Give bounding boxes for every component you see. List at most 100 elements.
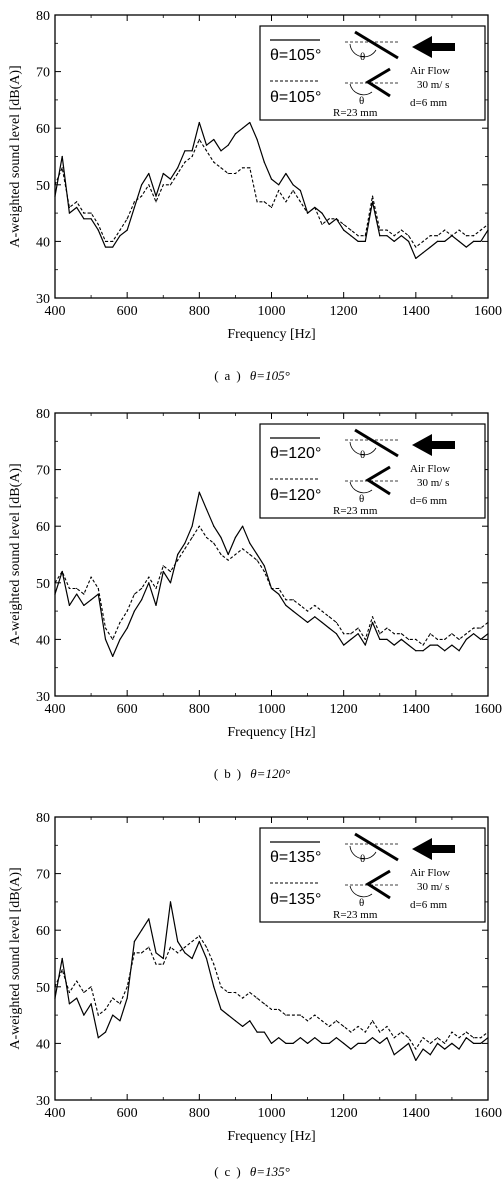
data-point-solid (415, 257, 417, 259)
data-point-solid (112, 246, 114, 248)
bent-plate-icon (365, 465, 391, 496)
data-point-solid (155, 195, 157, 197)
data-point-solid (54, 593, 56, 595)
data-point-dashed (306, 212, 309, 214)
data-point-dashed (227, 172, 229, 175)
data-point-solid (364, 240, 366, 242)
data-point-solid (451, 1042, 453, 1044)
data-point-solid (444, 240, 446, 242)
data-point-solid (148, 172, 150, 175)
data-point-solid (465, 246, 467, 248)
data-point-dashed (90, 576, 92, 578)
data-point-dashed (415, 638, 417, 640)
data-point-dashed (444, 1042, 446, 1044)
data-point-dashed (306, 1020, 309, 1022)
y-tick-label: 50 (36, 179, 50, 194)
air-flow-label: Air Flow (410, 65, 450, 77)
data-point-dashed (234, 991, 237, 994)
data-point-dashed (364, 1031, 366, 1033)
data-point-solid (234, 1020, 237, 1022)
data-point-solid (379, 1042, 381, 1044)
data-point-solid (213, 138, 215, 141)
x-tick-label: 600 (117, 1106, 138, 1121)
air-flow-label: Air Flow (410, 867, 450, 879)
data-point-dashed (357, 1025, 359, 1028)
series-line-dashed (54, 138, 489, 248)
air-speed-label: 30 m/ s (417, 881, 449, 893)
data-point-solid (68, 604, 71, 607)
data-point-solid (393, 644, 395, 646)
data-point-solid (379, 235, 381, 237)
data-point-dashed (451, 633, 453, 635)
data-point-solid (357, 240, 359, 242)
data-point-solid (436, 644, 439, 646)
data-point-dashed (487, 621, 489, 624)
theta-symbol: θ (360, 853, 365, 865)
data-point-dashed (242, 167, 244, 169)
x-tick-label: 400 (45, 702, 66, 717)
data-point-dashed (169, 946, 172, 948)
data-point-solid (242, 127, 244, 129)
data-point-dashed (429, 235, 431, 237)
series-line-solid (54, 121, 489, 259)
data-point-dashed (379, 633, 381, 635)
data-point-solid (97, 593, 99, 595)
caption-c-label: (c) (214, 1164, 247, 1179)
data-point-solid (177, 940, 179, 943)
data-point-dashed (458, 229, 460, 231)
data-point-dashed (126, 986, 128, 988)
y-tick-label: 40 (36, 235, 50, 250)
angle-arc-2 (349, 885, 373, 898)
data-point-dashed (393, 1037, 395, 1039)
data-point-dashed (321, 610, 323, 612)
data-point-dashed (364, 638, 366, 640)
data-point-solid (285, 1042, 287, 1044)
data-point-dashed (299, 604, 301, 607)
bent-plate-icon (365, 869, 391, 900)
data-point-solid (321, 1042, 323, 1044)
data-point-solid (444, 1048, 446, 1050)
angle-arc-2 (349, 83, 373, 96)
data-point-solid (126, 997, 128, 999)
caption-a: (a) θ=105° (0, 368, 504, 384)
data-point-dashed (54, 986, 56, 988)
data-point-solid (83, 604, 85, 607)
radius-R-label: R=23 mm (333, 107, 378, 119)
data-point-dashed (242, 997, 244, 999)
x-tick-label: 1200 (330, 1106, 358, 1121)
data-point-solid (328, 223, 330, 226)
chart-panel-b: 30 40 50 60 70 80 400 600 800 1000 1200 1400 1600 Fre… (0, 398, 504, 758)
data-point-solid (292, 184, 294, 186)
data-point-dashed (112, 997, 114, 999)
data-point-solid (112, 1014, 114, 1016)
data-point-dashed (480, 627, 482, 629)
data-point-dashed (141, 195, 143, 197)
data-point-dashed (191, 940, 193, 943)
data-point-dashed (249, 167, 251, 169)
data-point-solid (285, 604, 287, 607)
data-point-dashed (379, 1031, 381, 1033)
data-point-dashed (472, 1037, 475, 1039)
data-point-dashed (76, 980, 78, 982)
data-point-solid (169, 582, 172, 584)
data-point-dashed (148, 946, 150, 948)
data-point-dashed (169, 570, 172, 573)
data-point-solid (249, 121, 251, 124)
data-point-dashed (263, 570, 265, 573)
y-tick-label: 70 (36, 66, 50, 81)
data-point-solid (205, 957, 208, 960)
data-point-dashed (436, 1037, 439, 1039)
data-point-dashed (155, 963, 157, 965)
data-point-solid (148, 918, 150, 920)
data-point-solid (104, 246, 107, 248)
data-point-dashed (393, 633, 395, 635)
data-point-solid (314, 616, 316, 618)
data-point-solid (422, 650, 424, 652)
x-tick-label: 1000 (258, 702, 286, 717)
data-point-dashed (97, 1014, 99, 1016)
data-point-dashed (205, 150, 208, 152)
data-point-dashed (357, 627, 359, 629)
y-axis-label: A-weighted sound level [dB(A)] (8, 65, 23, 247)
data-point-solid (249, 1020, 251, 1022)
theta-symbol-2: θ (359, 897, 364, 909)
